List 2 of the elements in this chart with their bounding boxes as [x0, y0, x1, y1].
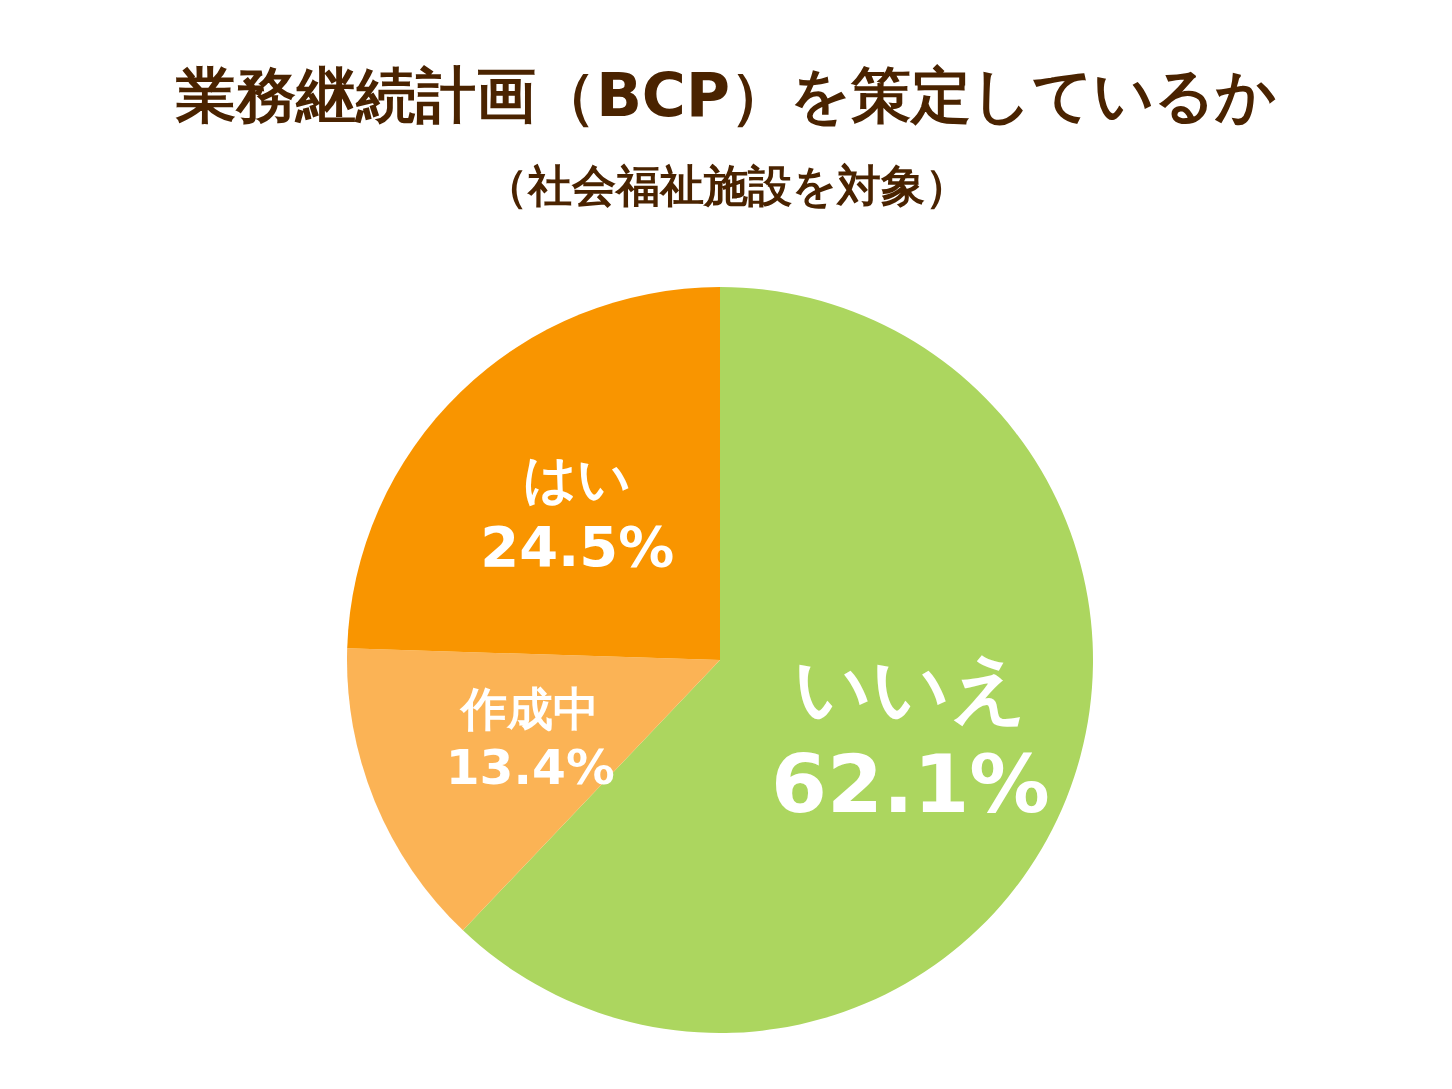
subtitle: （社会福祉施設を対象）: [483, 159, 969, 211]
title: 業務継続計画（BCP）を策定しているか: [176, 60, 1276, 130]
